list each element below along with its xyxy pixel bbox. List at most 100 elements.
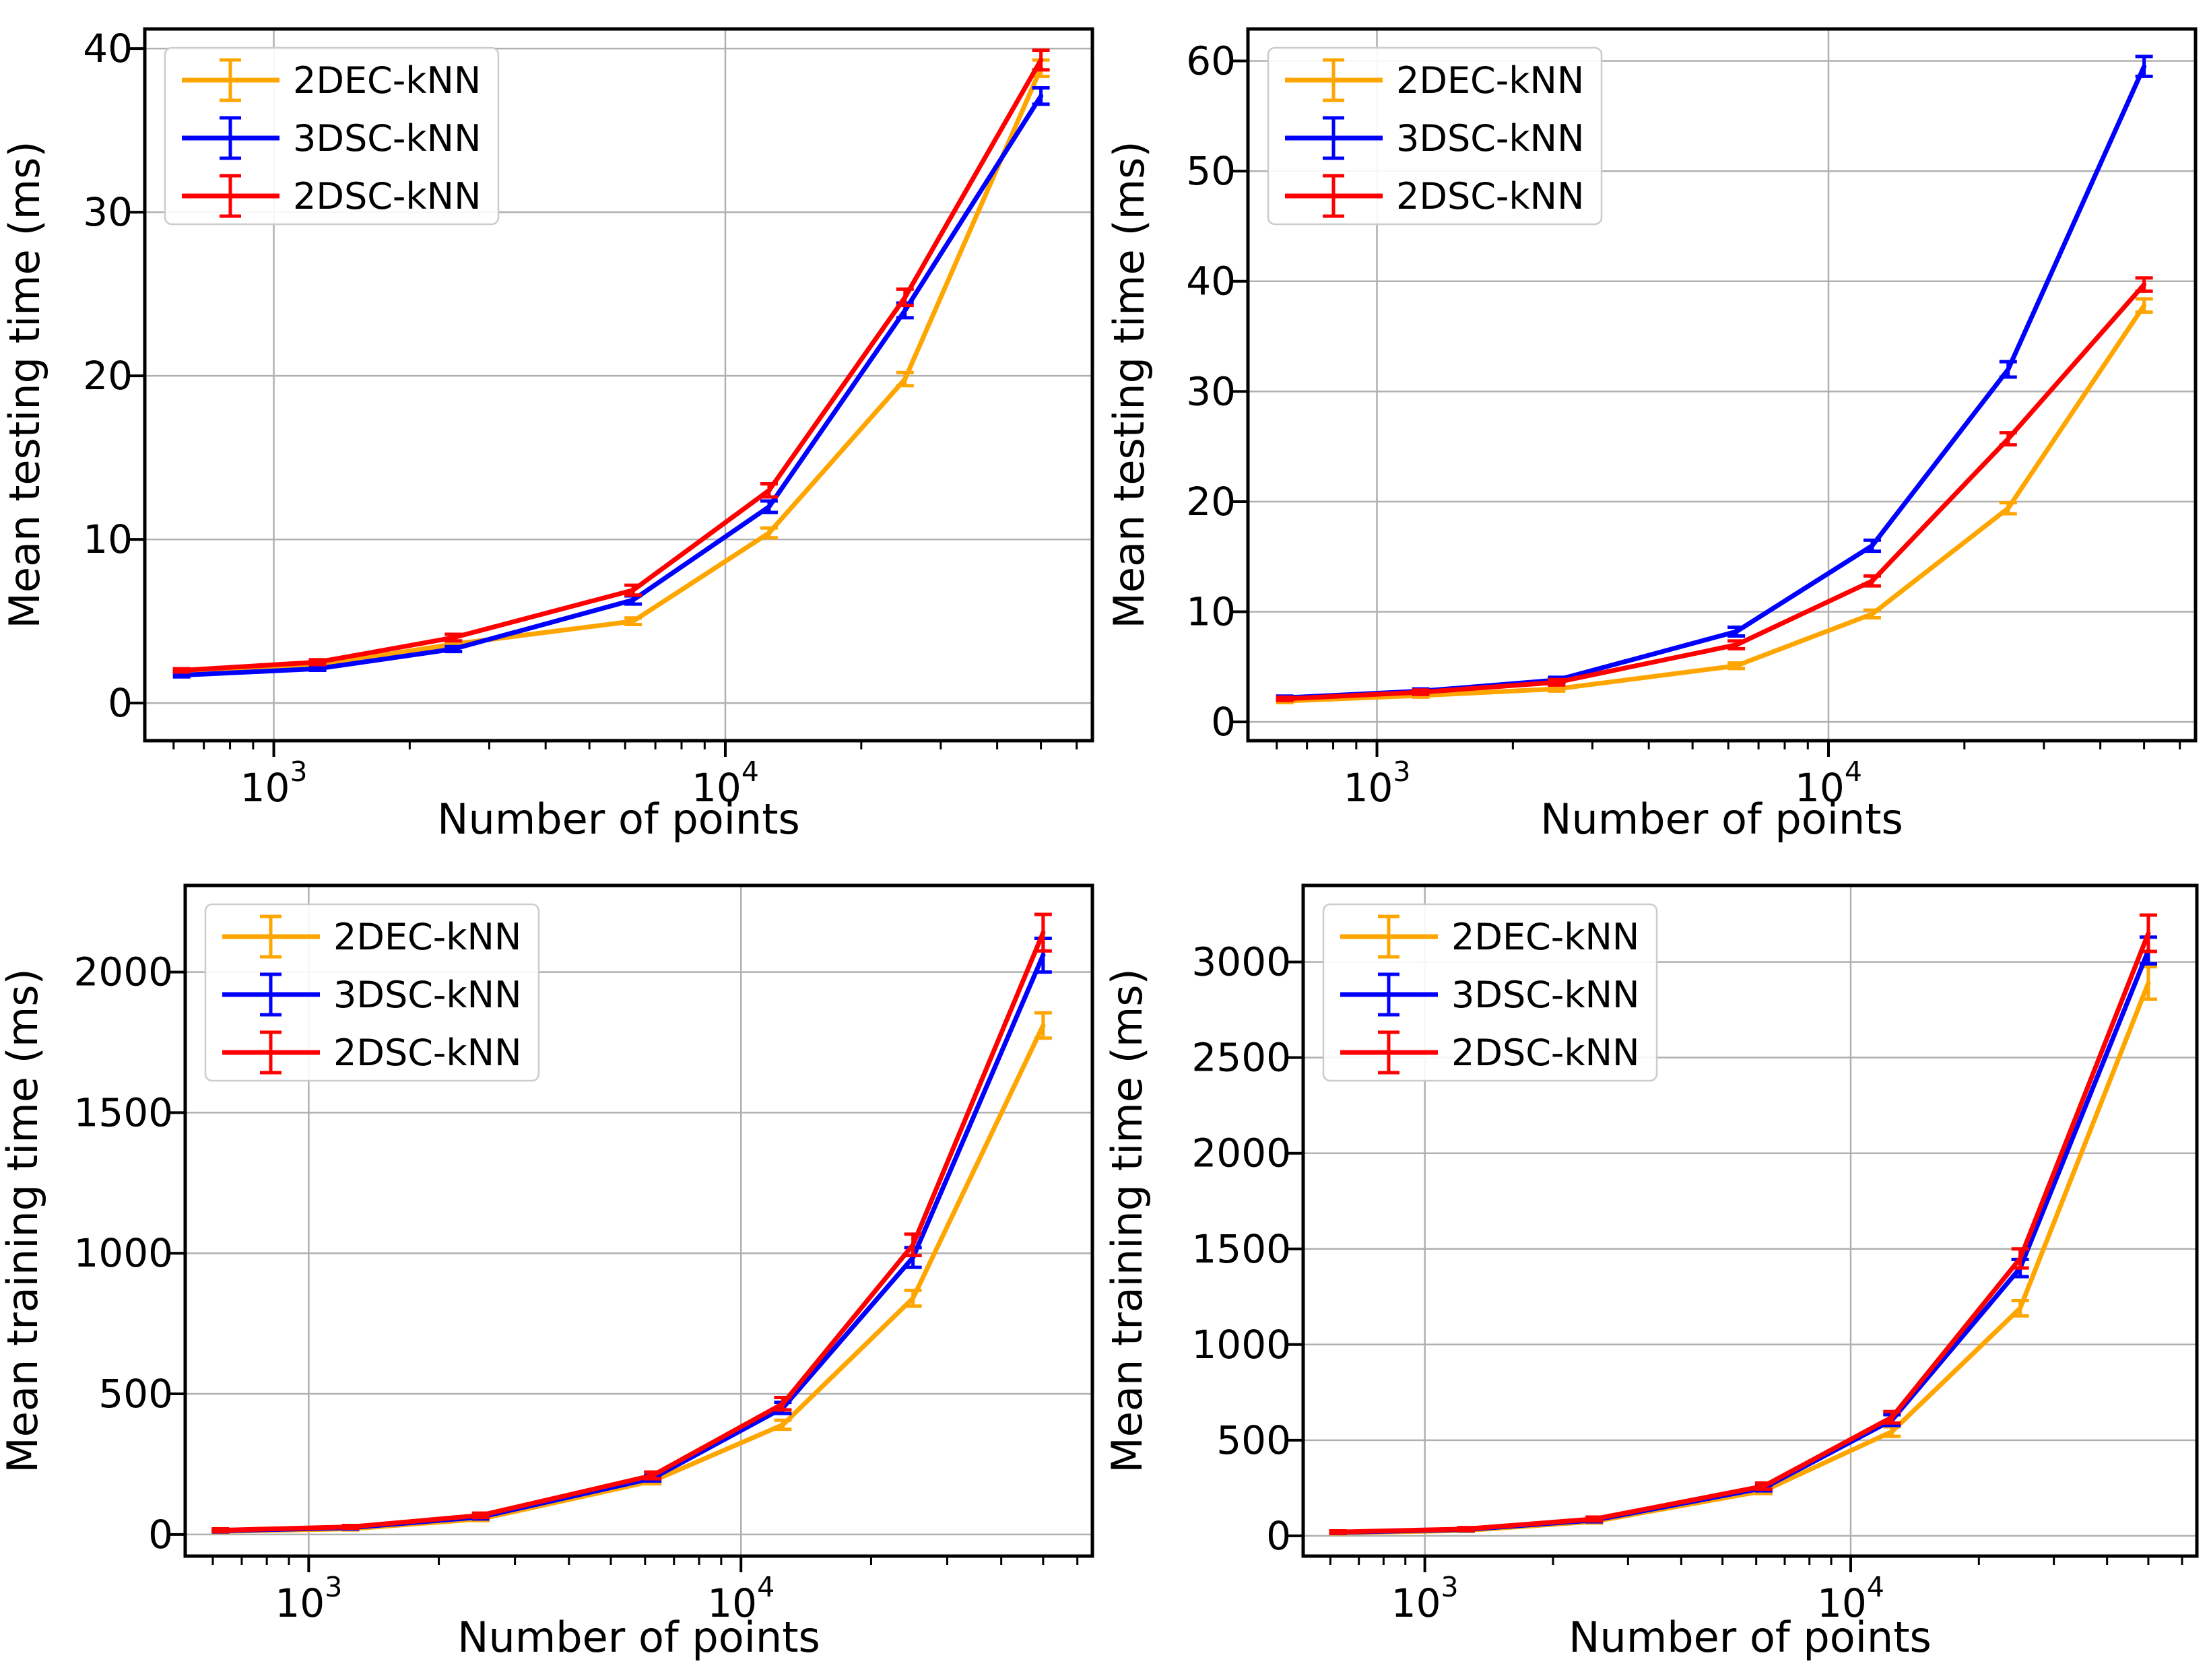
legend-label: 2DEC-kNN (1396, 59, 1584, 102)
y-tick-label: 10 (83, 516, 133, 562)
legend-label: 3DSC-kNN (333, 974, 521, 1016)
panel-mean-training-time-right: 103 104 0 500 1000 1500 2000 2500 3000 Number of … (1102, 840, 2209, 1680)
axis-ticks (169, 970, 1079, 1572)
legend-errorbar-icon-2dsc-knn (182, 174, 279, 218)
y-tick-label: 500 (1216, 1417, 1291, 1463)
series-line-2dsc-knn (179, 57, 1044, 673)
x-tick-label: 103 (1391, 1571, 1459, 1626)
x-tick-label-base: 10 (707, 1580, 757, 1626)
legend-box (204, 903, 540, 1082)
legend-errorbar-icon-2dec-knn (222, 914, 320, 959)
x-tick-label-exponent: 4 (1867, 1571, 1884, 1603)
y-tick-label: 1500 (1191, 1226, 1291, 1272)
x-tick-label-base: 10 (1817, 1580, 1867, 1626)
legend-errorbar-icon-3dsc-knn (222, 972, 320, 1017)
x-tick-label-exponent: 3 (1441, 1571, 1458, 1603)
y-axis-label: Mean testing time (ms) (1104, 141, 1154, 628)
plot-border (183, 883, 1094, 1558)
series-line-2dec-knn (218, 1023, 1046, 1534)
legend-errorbar-icon-2dec-knn (1340, 914, 1438, 959)
y-tick-label: 40 (1186, 259, 1236, 304)
axis-ticks (1287, 960, 2183, 1572)
plot-border (1246, 27, 2198, 743)
x-axis-label: Number of points (1569, 1613, 1932, 1662)
x-tick-label-exponent: 4 (1845, 755, 1862, 788)
x-axis-label: Number of points (1540, 795, 1903, 844)
legend-label: 2DSC-kNN (1451, 1032, 1639, 1074)
x-tick-label-base: 10 (692, 765, 741, 811)
plot-border (1301, 883, 2199, 1558)
y-tick-label: 1000 (73, 1230, 173, 1276)
x-tick-label: 104 (1795, 755, 1862, 811)
x-tick-label: 103 (240, 755, 308, 811)
x-tick-label: 104 (707, 1571, 774, 1626)
y-tick-label: 20 (1186, 479, 1236, 525)
series-2dsc-knn (172, 48, 1050, 674)
y-tick-label: 2500 (1191, 1035, 1291, 1081)
legend-errorbar-icon-2dec-knn (182, 58, 279, 102)
y-tick-label: 2000 (73, 949, 173, 995)
y-tick-label: 20 (83, 353, 133, 399)
x-axis-label: Number of points (437, 795, 800, 844)
panel-mean-testing-time-left: 103 104 0 10 20 30 40 Number of points Mean test… (0, 0, 1104, 844)
axis-ticks (1232, 59, 2181, 757)
x-tick-label-exponent: 3 (325, 1571, 342, 1603)
legend-label: 3DSC-kNN (1396, 117, 1584, 160)
y-tick-label: 0 (108, 680, 133, 726)
y-tick-label: 30 (1186, 368, 1236, 414)
y-tick-label: 30 (83, 189, 133, 235)
panel-mean-testing-time-right: 103 104 0 10 20 30 40 50 60 Number of points Mean … (1104, 0, 2209, 844)
legend-label: 2DSC-kNN (1396, 175, 1584, 217)
x-tick-label-base: 10 (1391, 1580, 1441, 1626)
legend-errorbar-icon-3dsc-knn (1340, 972, 1438, 1017)
y-tick-label: 40 (83, 26, 133, 71)
y-tick-label: 1500 (73, 1089, 173, 1135)
legend-errorbar-icon-2dsc-knn (222, 1030, 320, 1075)
x-tick-label: 104 (1817, 1571, 1884, 1626)
x-tick-label: 104 (692, 755, 759, 811)
legend: 2DEC-kNN 3DSC-kNN 2DSC-kNN (204, 903, 540, 1082)
series-line-2dsc-knn (1282, 282, 2147, 702)
y-axis-label: Mean training time (ms) (0, 968, 47, 1473)
y-tick-label: 2000 (1191, 1131, 1291, 1176)
legend-errorbar-icon-2dsc-knn (1340, 1030, 1438, 1075)
series-2dec-knn (211, 1011, 1052, 1535)
y-tick-label: 50 (1186, 148, 1236, 194)
x-tick-label-base: 10 (1795, 765, 1845, 811)
y-tick-label: 10 (1186, 589, 1236, 635)
legend-box (1322, 903, 1658, 1082)
legend-label: 2DEC-kNN (333, 916, 521, 958)
series-2dsc-knn (1329, 913, 2157, 1535)
legend: 2DEC-kNN 3DSC-kNN 2DSC-kNN (164, 46, 500, 226)
y-tick-label: 3000 (1191, 939, 1291, 985)
legend-label: 2DEC-kNN (293, 59, 481, 102)
legend: 2DEC-kNN 3DSC-kNN 2DSC-kNN (1267, 46, 1603, 226)
series-2dsc-knn (1276, 276, 2153, 702)
series-line-2dsc-knn (1336, 931, 2151, 1535)
x-axis-label: Number of points (457, 1613, 820, 1662)
x-tick-label-base: 10 (1344, 765, 1393, 811)
y-axis-label: Mean training time (ms) (1102, 968, 1152, 1473)
series-line-2dsc-knn (218, 930, 1046, 1533)
legend-errorbar-icon-3dsc-knn (1285, 116, 1383, 160)
series-2dsc-knn (211, 912, 1052, 1534)
legend-label: 2DSC-kNN (333, 1032, 521, 1074)
y-tick-label: 500 (98, 1371, 173, 1417)
plot-border (143, 27, 1094, 743)
legend-box (164, 46, 500, 226)
legend-errorbar-icon-2dec-knn (1285, 58, 1383, 102)
x-tick-label-base: 10 (240, 765, 290, 811)
x-tick-label-exponent: 3 (1393, 755, 1410, 788)
legend-label: 2DEC-kNN (1451, 916, 1639, 958)
x-tick-label: 103 (1344, 755, 1411, 811)
x-tick-label: 103 (275, 1571, 342, 1626)
x-tick-label-exponent: 3 (290, 755, 307, 788)
legend-label: 2DSC-kNN (293, 175, 481, 217)
legend: 2DEC-kNN 3DSC-kNN 2DSC-kNN (1322, 903, 1658, 1082)
y-tick-label: 1000 (1191, 1322, 1291, 1368)
y-axis-label: Mean testing time (ms) (0, 141, 49, 628)
